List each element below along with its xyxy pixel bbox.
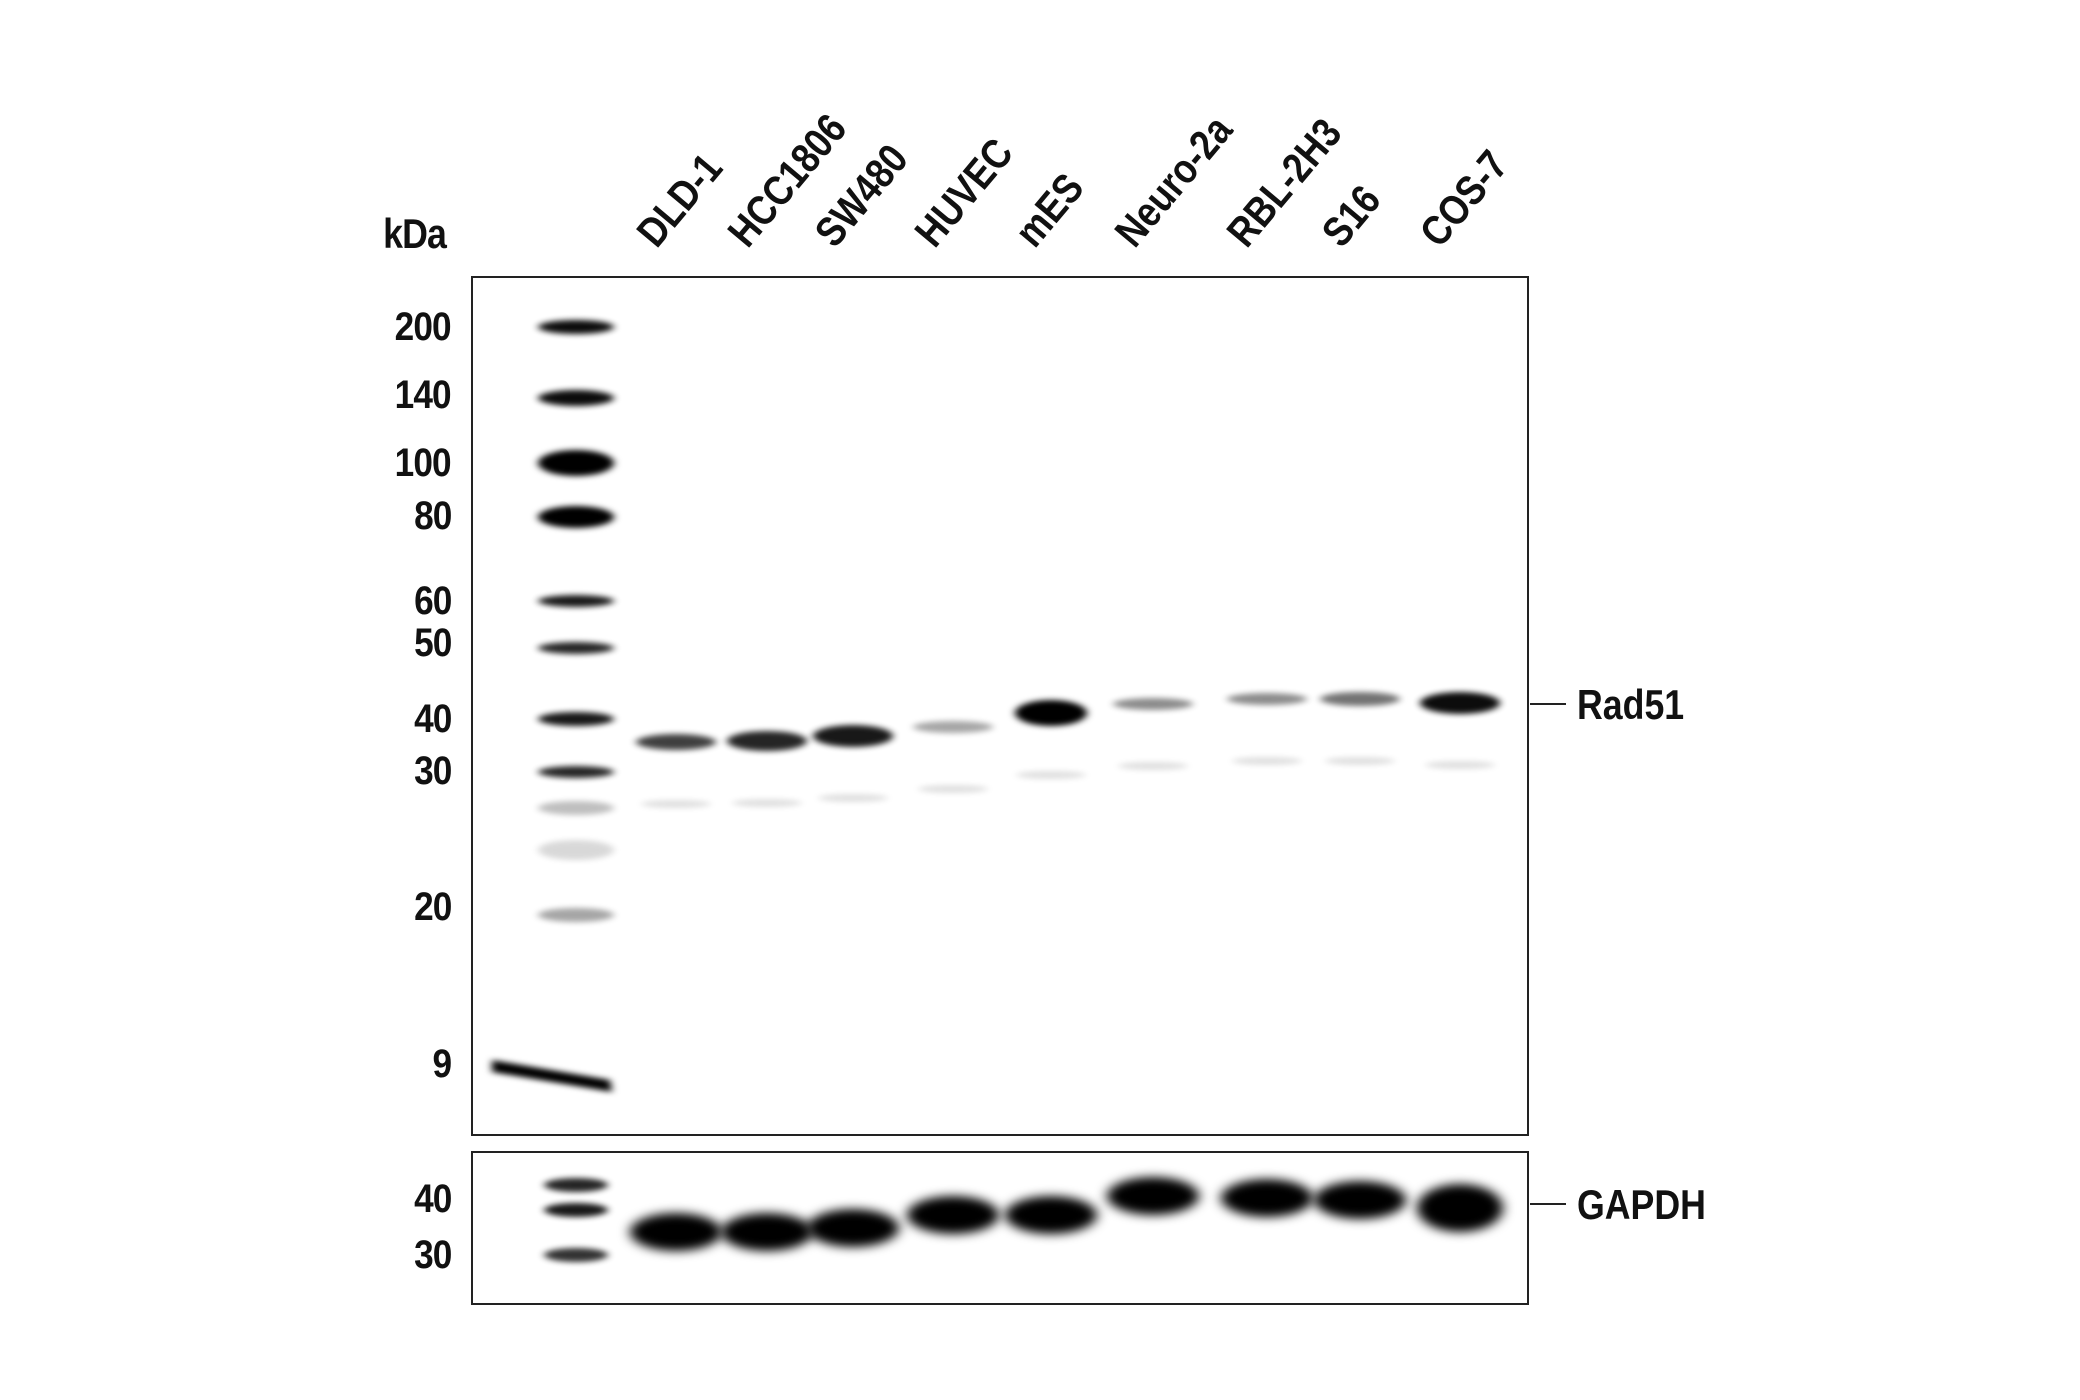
ladder-band — [538, 801, 614, 815]
minor-band — [818, 794, 888, 802]
marker-label: 30 — [413, 1233, 452, 1277]
gapdh-band — [721, 1213, 813, 1251]
ladder-band — [544, 1203, 608, 1217]
gapdh-band — [1314, 1181, 1406, 1219]
marker-label: 60 — [413, 579, 452, 623]
marker-label: 100 — [394, 441, 452, 485]
rad51-band — [636, 734, 716, 750]
marker-label: 40 — [413, 1177, 452, 1221]
marker-label: 200 — [394, 305, 452, 349]
ladder-band — [538, 766, 614, 778]
rad51-band — [913, 721, 993, 733]
marker-label: 80 — [413, 494, 452, 538]
marker-label: 9 — [432, 1042, 452, 1086]
minor-band — [732, 799, 802, 807]
ladder-band — [538, 595, 614, 607]
ladder-band — [538, 908, 614, 922]
gapdh-label: GAPDH — [1577, 1181, 1706, 1228]
rad51-label: Rad51 — [1577, 681, 1685, 728]
gapdh-band — [1107, 1177, 1199, 1215]
ladder-band — [538, 506, 614, 528]
minor-band — [1325, 757, 1395, 765]
marker-label: 30 — [413, 749, 452, 793]
kda-label: kDa — [383, 210, 447, 257]
rad51-pointer-line — [1530, 703, 1566, 705]
gapdh-band — [1417, 1184, 1503, 1232]
minor-band — [918, 785, 988, 793]
ladder-band — [538, 642, 614, 654]
ladder-band — [538, 712, 614, 726]
ladder-band — [538, 450, 614, 476]
minor-band — [641, 800, 711, 808]
gapdh-band — [630, 1213, 722, 1251]
marker-label: 20 — [413, 885, 452, 929]
gapdh-band — [807, 1209, 899, 1247]
rad51-band — [1420, 692, 1500, 714]
rad51-band — [727, 731, 807, 751]
ladder-band — [544, 1248, 608, 1262]
rad51-band — [1113, 698, 1193, 710]
minor-band — [1118, 762, 1188, 770]
gapdh-panel-frame — [471, 1151, 1529, 1305]
rad51-band — [1227, 693, 1307, 705]
minor-band — [1232, 757, 1302, 765]
ladder-band — [544, 1178, 608, 1192]
marker-label: 50 — [413, 621, 452, 665]
gapdh-band — [1005, 1196, 1097, 1234]
rad51-panel-frame — [471, 276, 1529, 1136]
marker-label: 40 — [413, 697, 452, 741]
ladder-band — [538, 320, 614, 334]
rad51-band — [1320, 692, 1400, 706]
gapdh-band — [1221, 1179, 1313, 1217]
minor-band — [1425, 761, 1495, 769]
gapdh-band — [907, 1196, 999, 1234]
ladder-band — [538, 840, 614, 860]
ladder-band — [492, 1060, 612, 1092]
minor-band — [1016, 771, 1086, 779]
ladder-band — [538, 390, 614, 406]
rad51-band — [1015, 700, 1087, 726]
gapdh-pointer-line — [1530, 1203, 1566, 1205]
rad51-band — [813, 725, 893, 747]
marker-label: 140 — [394, 373, 452, 417]
